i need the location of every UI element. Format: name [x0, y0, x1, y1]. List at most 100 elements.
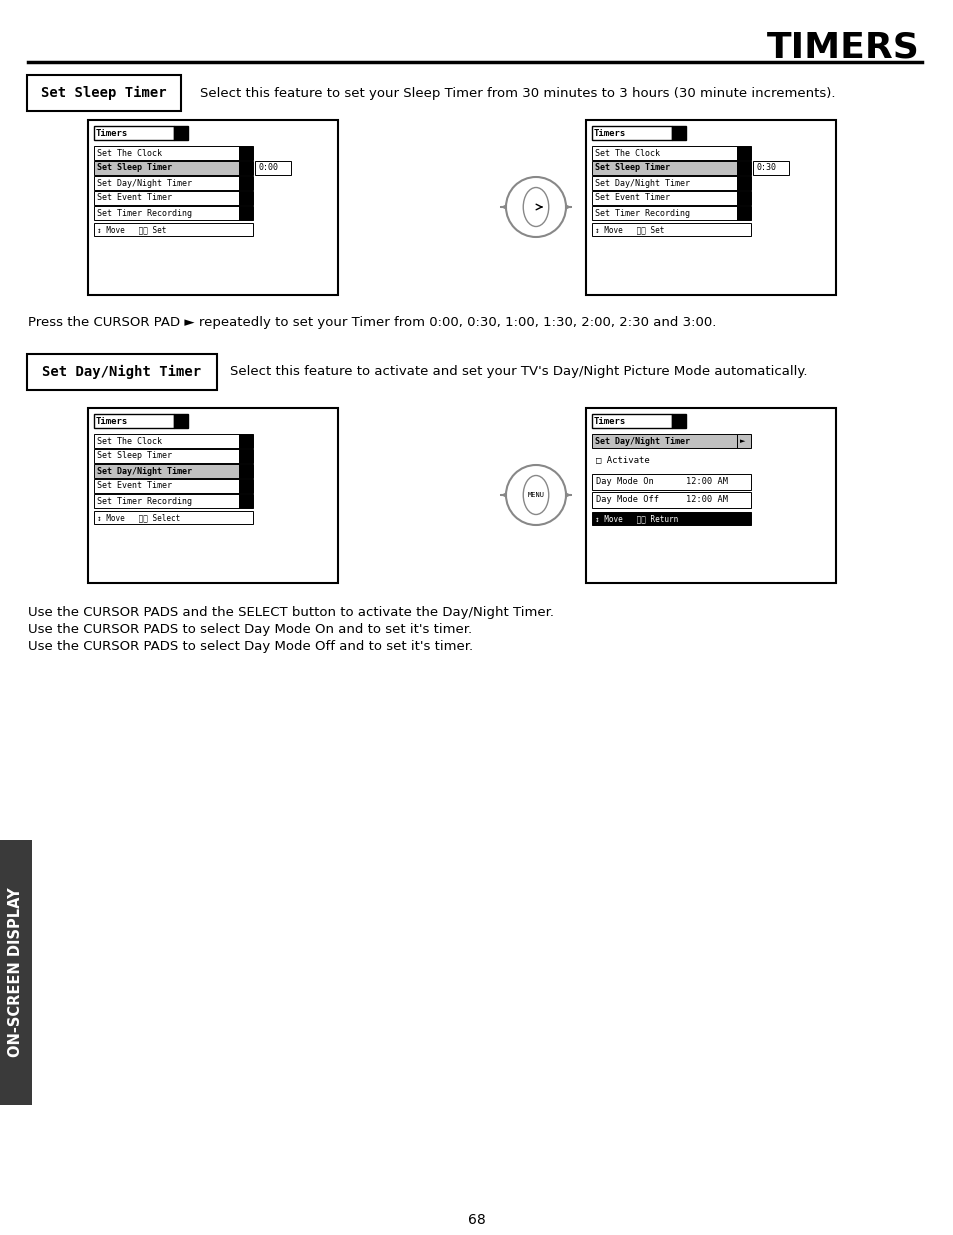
Bar: [737, 433, 750, 448]
Text: Use the CURSOR PADS to select Day Mode Off and to set it's timer.: Use the CURSOR PADS to select Day Mode O…: [28, 640, 473, 653]
Bar: [94, 206, 239, 220]
Bar: [585, 120, 835, 295]
Circle shape: [505, 466, 565, 525]
Bar: [239, 494, 253, 508]
Text: Set Day/Night Timer: Set Day/Night Timer: [595, 436, 689, 446]
Bar: [239, 177, 253, 190]
Bar: [737, 191, 750, 205]
Bar: [592, 433, 737, 448]
Bar: [592, 224, 750, 236]
Bar: [94, 511, 253, 524]
FancyBboxPatch shape: [27, 354, 216, 390]
Bar: [94, 177, 239, 190]
Text: Set The Clock: Set The Clock: [595, 148, 659, 158]
Text: ↕ Move   ⓈⓉ Select: ↕ Move ⓈⓉ Select: [97, 513, 180, 522]
Text: ON-SCREEN DISPLAY: ON-SCREEN DISPLAY: [9, 888, 24, 1057]
Bar: [239, 450, 253, 463]
Bar: [88, 120, 337, 295]
Text: □ Activate: □ Activate: [596, 456, 649, 464]
Text: Set Sleep Timer: Set Sleep Timer: [97, 452, 172, 461]
Bar: [239, 479, 253, 493]
Bar: [592, 513, 750, 525]
Text: Day Mode On: Day Mode On: [596, 478, 653, 487]
Ellipse shape: [522, 475, 548, 515]
Text: Use the CURSOR PADS to select Day Mode On and to set it's timer.: Use the CURSOR PADS to select Day Mode O…: [28, 622, 472, 636]
Bar: [592, 492, 750, 508]
Text: ↕ Move   ⓈⓉ Set: ↕ Move ⓈⓉ Set: [595, 225, 663, 233]
Bar: [94, 464, 239, 478]
Circle shape: [505, 177, 565, 237]
Bar: [592, 191, 737, 205]
Text: Set Timer Recording: Set Timer Recording: [97, 496, 192, 505]
Bar: [173, 126, 188, 140]
Bar: [94, 414, 173, 429]
Text: Set The Clock: Set The Clock: [97, 148, 162, 158]
Bar: [737, 161, 750, 175]
Bar: [752, 161, 788, 175]
Text: 0:30: 0:30: [757, 163, 776, 173]
Text: Set Day/Night Timer: Set Day/Night Timer: [595, 179, 689, 188]
Bar: [94, 479, 239, 493]
Bar: [254, 161, 291, 175]
Text: Set Sleep Timer: Set Sleep Timer: [595, 163, 669, 173]
Bar: [94, 433, 239, 448]
Bar: [592, 474, 750, 490]
Text: ↕ Move   ⓈⓉ Return: ↕ Move ⓈⓉ Return: [595, 514, 678, 522]
Bar: [737, 206, 750, 220]
Text: Timers: Timers: [594, 128, 625, 137]
Text: Set Day/Night Timer: Set Day/Night Timer: [97, 179, 192, 188]
Text: Set Timer Recording: Set Timer Recording: [97, 209, 192, 217]
Text: MENU: MENU: [527, 492, 544, 498]
Text: Set Day/Night Timer: Set Day/Night Timer: [42, 364, 201, 379]
Bar: [585, 408, 835, 583]
Bar: [94, 494, 239, 508]
Text: Set Day/Night Timer: Set Day/Night Timer: [97, 467, 192, 475]
Text: Set Event Timer: Set Event Timer: [97, 482, 172, 490]
Bar: [592, 177, 737, 190]
Bar: [239, 464, 253, 478]
Bar: [592, 146, 737, 161]
Bar: [88, 408, 337, 583]
Text: Day Mode Off: Day Mode Off: [596, 495, 659, 505]
Text: 0:00: 0:00: [258, 163, 278, 173]
Bar: [94, 224, 253, 236]
Bar: [94, 161, 239, 175]
Bar: [94, 191, 239, 205]
Bar: [592, 126, 671, 140]
Text: 12:00 AM: 12:00 AM: [685, 495, 727, 505]
Text: Timers: Timers: [96, 416, 128, 426]
Bar: [592, 206, 737, 220]
Bar: [94, 126, 173, 140]
Bar: [239, 146, 253, 161]
Bar: [592, 414, 671, 429]
Bar: [173, 414, 188, 429]
Bar: [94, 450, 239, 463]
Text: Set Event Timer: Set Event Timer: [595, 194, 669, 203]
Bar: [94, 146, 239, 161]
Text: TIMERS: TIMERS: [766, 31, 919, 65]
Bar: [239, 161, 253, 175]
Bar: [737, 177, 750, 190]
Bar: [239, 433, 253, 448]
Bar: [0, 840, 32, 1105]
Text: Set Timer Recording: Set Timer Recording: [595, 209, 689, 217]
Text: Use the CURSOR PADS and the SELECT button to activate the Day/Night Timer.: Use the CURSOR PADS and the SELECT butto…: [28, 606, 554, 619]
Text: 12:00 AM: 12:00 AM: [685, 478, 727, 487]
Bar: [592, 161, 737, 175]
Text: Press the CURSOR PAD ► repeatedly to set your Timer from 0:00, 0:30, 1:00, 1:30,: Press the CURSOR PAD ► repeatedly to set…: [28, 316, 716, 329]
Text: 68: 68: [468, 1213, 485, 1228]
Bar: [671, 126, 685, 140]
Text: Set Sleep Timer: Set Sleep Timer: [97, 163, 172, 173]
Text: Set The Clock: Set The Clock: [97, 436, 162, 446]
Ellipse shape: [522, 188, 548, 226]
Text: ►: ►: [740, 438, 744, 445]
Bar: [239, 206, 253, 220]
Text: Select this feature to activate and set your TV's Day/Night Picture Mode automat: Select this feature to activate and set …: [230, 366, 806, 378]
Text: ↕ Move   ⓈⓉ Set: ↕ Move ⓈⓉ Set: [97, 225, 166, 233]
Bar: [671, 414, 685, 429]
Text: Timers: Timers: [96, 128, 128, 137]
Text: Timers: Timers: [594, 416, 625, 426]
Text: Set Sleep Timer: Set Sleep Timer: [41, 86, 167, 100]
Bar: [737, 146, 750, 161]
Text: Select this feature to set your Sleep Timer from 30 minutes to 3 hours (30 minut: Select this feature to set your Sleep Ti…: [200, 86, 835, 100]
